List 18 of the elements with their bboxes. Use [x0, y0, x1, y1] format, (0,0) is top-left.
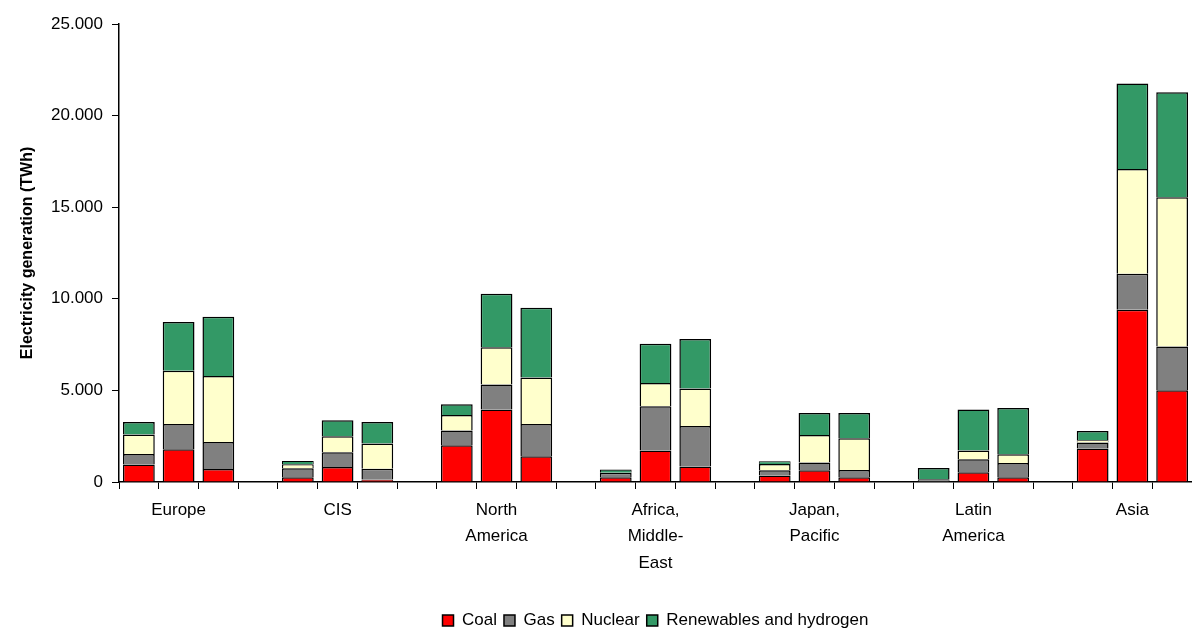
y-tick-label: 15.000 — [51, 196, 103, 216]
x-tick-label: Latin America — [942, 499, 1006, 546]
y-tick-label: 20.000 — [51, 105, 103, 125]
x-tick-label: Asia — [1115, 499, 1150, 519]
y-tick-label: 5.000 — [60, 380, 103, 400]
y-tick-label: 25.000 — [51, 13, 103, 33]
legend-label: Gas — [523, 610, 555, 630]
legend-label: Renewables and hydrogen — [666, 610, 869, 630]
x-tick-label: Europe — [151, 499, 207, 519]
y-tick-label: 10.000 — [51, 288, 103, 308]
legend-label: Coal — [462, 610, 497, 630]
x-tick-label: North America — [465, 499, 529, 546]
y-tick-label: 0 — [93, 471, 103, 491]
y-axis-title: Electricity generation (TWh) — [18, 146, 36, 360]
legend-label: Nuclear — [581, 610, 641, 630]
x-tick-label: Japan, Pacific — [788, 499, 840, 546]
x-tick-label: Africa, Middle-East — [627, 499, 684, 572]
x-tick-label: CIS — [323, 499, 352, 519]
